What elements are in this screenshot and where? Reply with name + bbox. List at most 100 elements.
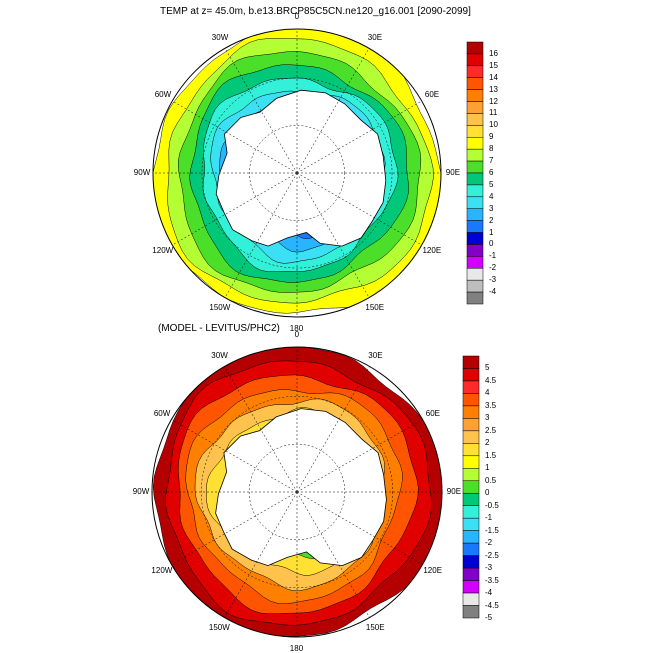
colorbar-label: 8 xyxy=(489,144,494,154)
longitude-label: 90E xyxy=(446,487,462,496)
colorbar-swatch xyxy=(462,517,480,531)
colorbar-swatch xyxy=(466,65,484,78)
colorbar-swatch xyxy=(466,53,484,67)
colorbar-label: 0 xyxy=(485,488,490,498)
colorbar-label: 13 xyxy=(489,84,498,94)
colorbar-label: 16 xyxy=(489,48,498,58)
colorbar-swatch xyxy=(466,291,484,305)
longitude-label: 150E xyxy=(365,622,385,632)
colorbar-swatch xyxy=(462,480,480,494)
colorbar-swatch xyxy=(466,101,484,114)
colorbar-swatch xyxy=(466,279,484,293)
colorbar-swatch xyxy=(466,184,484,198)
colorbar-label: -1 xyxy=(489,251,497,261)
colorbar-label: 2.5 xyxy=(485,425,497,435)
colorbar-swatch xyxy=(462,380,480,394)
colorbar-label: -4 xyxy=(489,287,497,297)
colorbar-label: 1 xyxy=(485,463,490,473)
colorbar-label: -4.5 xyxy=(485,600,499,610)
longitude-label: 120E xyxy=(423,565,443,575)
colorbar-label: 1 xyxy=(489,227,494,237)
colorbar-label: -3.5 xyxy=(485,575,499,585)
colorbar-swatch xyxy=(462,430,480,444)
bottom-map-title: (MODEL - LEVITUS/PHC2) xyxy=(158,323,280,334)
longitude-gridline xyxy=(296,419,423,493)
longitude-label: 150W xyxy=(208,622,230,632)
map-border xyxy=(152,28,442,318)
latitude-gridline xyxy=(248,443,346,541)
colorbar-label: 2 xyxy=(485,438,490,448)
longitude-gridline xyxy=(171,491,298,565)
colorbar-label: 3 xyxy=(489,203,494,213)
colorbar-swatch xyxy=(462,542,480,556)
colorbar-swatch xyxy=(466,137,484,150)
colorbar-swatch xyxy=(466,77,484,90)
latitude-gridline xyxy=(249,125,345,221)
colorbar-swatch xyxy=(462,530,480,544)
longitude-gridline xyxy=(296,100,422,174)
longitude-label: 180 xyxy=(289,324,304,333)
longitude-gridline xyxy=(172,100,298,174)
colorbar-label: -1.5 xyxy=(485,525,499,535)
colorbar-swatch xyxy=(466,160,484,174)
longitude-label: 120E xyxy=(422,246,442,255)
longitude-gridline xyxy=(224,366,298,493)
colorbar-label: 15 xyxy=(489,60,498,70)
latitude-gridline xyxy=(201,396,393,588)
colorbar-swatch xyxy=(462,555,480,569)
colorbar-swatch xyxy=(462,592,480,606)
colorbar-swatch xyxy=(466,244,484,257)
colorbar-swatch xyxy=(462,492,480,506)
colorbar-swatch xyxy=(462,355,480,369)
colorbar-swatch xyxy=(462,580,480,594)
colorbar-label: 12 xyxy=(489,96,498,106)
colorbar-label: 1.5 xyxy=(485,450,497,460)
colorbar-swatch xyxy=(462,567,480,581)
bottom-map-plot xyxy=(151,346,443,638)
map-border xyxy=(151,346,443,638)
longitude-label: 180 xyxy=(289,644,304,653)
colorbar-swatch xyxy=(466,113,484,126)
longitude-label: 0 xyxy=(294,12,300,21)
longitude-gridline xyxy=(296,172,370,298)
colorbar-swatch xyxy=(466,268,484,281)
longitude-gridline xyxy=(296,366,370,493)
colorbar-swatch xyxy=(462,368,480,382)
colorbar-label: 0 xyxy=(489,239,494,249)
colorbar-swatch xyxy=(466,232,484,245)
colorbar-swatch xyxy=(466,89,484,102)
colorbar-swatch xyxy=(466,220,484,233)
colorbar-label: -2.5 xyxy=(485,550,499,560)
colorbar-swatch xyxy=(462,405,480,419)
colorbar-label: -4 xyxy=(485,588,493,598)
colorbar-swatch xyxy=(462,455,480,469)
colorbar-label: 11 xyxy=(489,108,498,118)
longitude-label: 90E xyxy=(445,168,461,177)
longitude-gridline xyxy=(296,172,422,246)
colorbar-swatch xyxy=(466,172,484,186)
longitude-label: 150W xyxy=(209,303,231,313)
longitude-gridline xyxy=(224,491,298,618)
longitude-label: 150E xyxy=(365,303,385,313)
colorbar-label: 6 xyxy=(489,168,494,177)
colorbar-label: 0.5 xyxy=(485,475,497,485)
longitude-label: 90W xyxy=(132,487,150,496)
longitude-label: 0 xyxy=(294,330,300,339)
longitude-gridline xyxy=(171,419,298,493)
longitude-label: 60W xyxy=(153,408,171,418)
top-map-title: TEMP at z= 45.0m, b.e13.BRCP85C5CN.ne120… xyxy=(160,6,471,17)
longitude-gridline xyxy=(224,172,298,298)
colorbar-label: -1 xyxy=(485,513,493,523)
colorbar-label: 14 xyxy=(489,72,498,82)
colorbar-label: 9 xyxy=(489,132,494,142)
colorbar-swatch xyxy=(466,256,484,269)
colorbar-swatch xyxy=(466,196,484,209)
colorbar-swatch xyxy=(462,605,480,619)
antarctica-landmass xyxy=(215,89,387,247)
longitude-gridline xyxy=(296,491,423,565)
longitude-gridline xyxy=(224,48,298,174)
colorbar-label: -2 xyxy=(485,538,493,548)
longitude-gridline xyxy=(172,172,298,246)
colorbar-label: -5 xyxy=(485,613,493,622)
